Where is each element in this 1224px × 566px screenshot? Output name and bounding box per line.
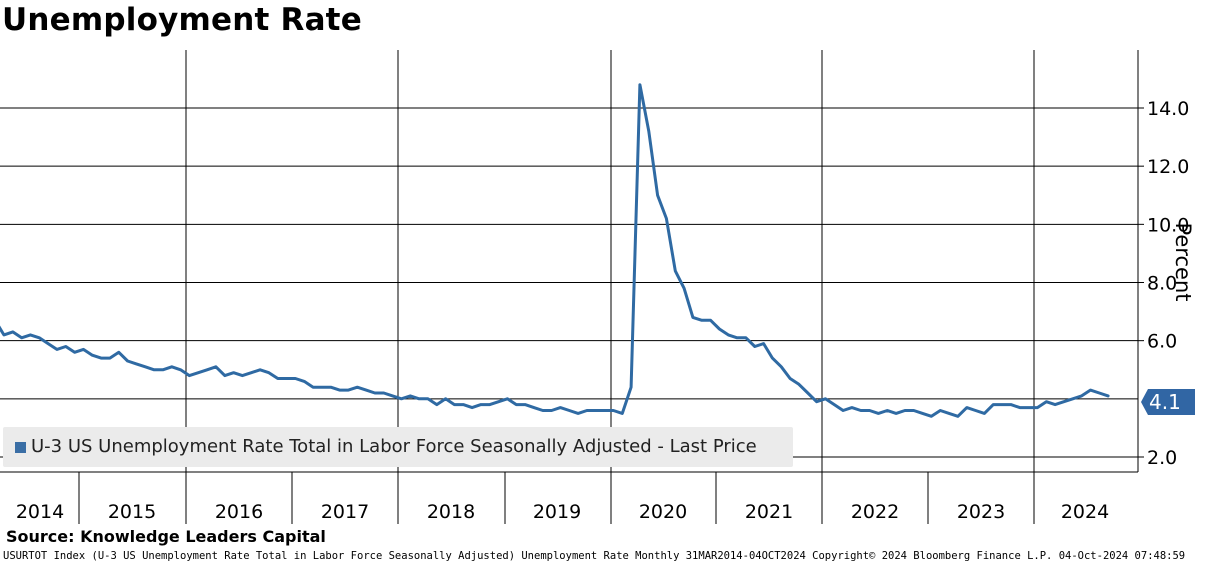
x-tick-label: 2024 bbox=[1061, 501, 1109, 523]
x-tick-label: 2017 bbox=[321, 501, 369, 523]
y-tick-label: 14.0 bbox=[1147, 98, 1189, 120]
legend: U-3 US Unemployment Rate Total in Labor … bbox=[3, 427, 793, 467]
y-tick-label: 2.0 bbox=[1147, 447, 1177, 469]
line-chart: 2.0 6.0 8.0 10.0 12.0 14.0 2014 2015 2016 2017 201… bbox=[0, 50, 1189, 524]
last-value-text: 4.1 bbox=[1149, 390, 1181, 414]
chart-title: Unemployment Rate bbox=[2, 2, 362, 38]
x-tick-label: 2015 bbox=[108, 501, 156, 523]
y-axis-label: Percent bbox=[1171, 222, 1195, 302]
y-tick-label: 6.0 bbox=[1147, 331, 1177, 353]
series-line bbox=[0, 83, 1110, 418]
x-tick-label: 2020 bbox=[639, 501, 687, 523]
x-tick-label: 2023 bbox=[957, 501, 1005, 523]
x-tick-label: 2016 bbox=[215, 501, 263, 523]
y-tick-label: 12.0 bbox=[1147, 156, 1189, 178]
x-tick-label: 2021 bbox=[745, 501, 793, 523]
x-tick-label: 2014 bbox=[16, 501, 64, 523]
x-tick-label: 2018 bbox=[427, 501, 475, 523]
legend-label: U-3 US Unemployment Rate Total in Labor … bbox=[31, 436, 757, 457]
last-value-badge-shape bbox=[1141, 389, 1195, 415]
y-tick-label: 8.0 bbox=[1147, 273, 1177, 295]
x-tick-label: 2022 bbox=[851, 501, 899, 523]
x-tick-label: 2019 bbox=[533, 501, 581, 523]
legend-swatch bbox=[15, 442, 26, 453]
last-value-badge: 4.1 bbox=[1141, 389, 1195, 415]
y-tick-label: 10.0 bbox=[1147, 214, 1189, 236]
footer-note: USURTOT Index (U-3 US Unemployment Rate … bbox=[3, 550, 1186, 562]
source-note: Source: Knowledge Leaders Capital bbox=[6, 527, 326, 546]
